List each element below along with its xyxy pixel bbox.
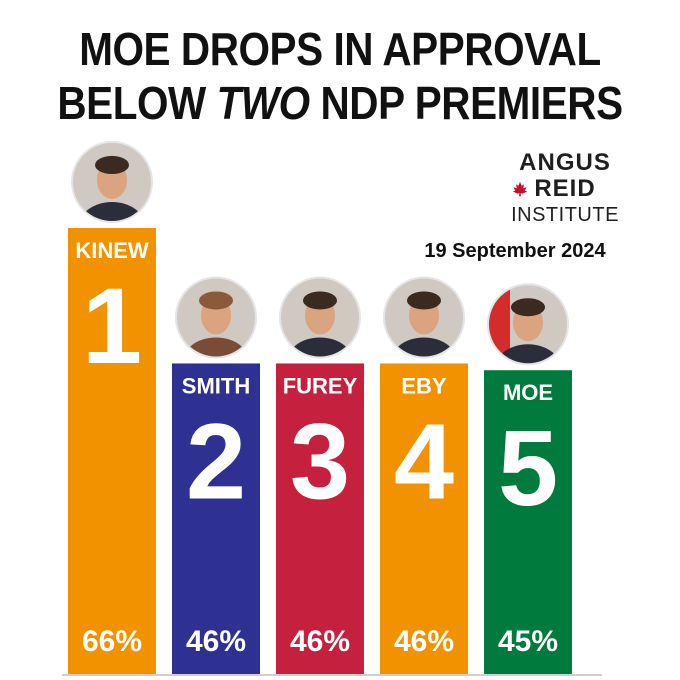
- bar: [276, 363, 364, 675]
- eby-portrait: [384, 277, 464, 358]
- bar-name-label: KINEW: [75, 238, 149, 263]
- bar-value-label: 66%: [82, 625, 142, 658]
- portrait-ring: [71, 141, 153, 223]
- logo-reid-row: REID: [500, 176, 630, 202]
- bar: [172, 363, 260, 675]
- chart-baseline: [62, 674, 602, 676]
- portrait-ring: [279, 276, 361, 359]
- portrait-shoulders: [494, 344, 562, 365]
- portrait-shoulders: [286, 337, 354, 358]
- portrait-hair: [199, 291, 233, 310]
- portrait-hair: [303, 291, 337, 310]
- portrait-ring: [487, 283, 569, 366]
- logo-institute: INSTITUTE: [511, 204, 619, 226]
- bar-name-label: MOE: [503, 380, 553, 405]
- portrait-hair: [95, 156, 129, 174]
- title-line-1: MOE DROPS IN APPROVAL: [79, 23, 601, 75]
- title-line-2-prefix: BELOW: [57, 77, 217, 129]
- portrait-ring: [383, 276, 465, 359]
- bar-name-label: FUREY: [283, 373, 358, 398]
- bar: [68, 228, 156, 675]
- logo-angus: ANGUS: [519, 149, 611, 176]
- logo-reid: REID: [534, 175, 596, 202]
- portrait-ring: [175, 276, 257, 359]
- bar-value-label: 46%: [290, 625, 350, 658]
- smith-portrait: [176, 277, 256, 358]
- moe-portrait: [488, 284, 568, 365]
- portrait-hair: [407, 291, 441, 310]
- title-line-2-suffix: NDP PREMIERS: [309, 77, 624, 129]
- bar-rank-label: 2: [186, 400, 246, 521]
- bar-value-label: 46%: [394, 625, 454, 658]
- portrait-shoulders: [78, 202, 146, 222]
- title-line-2: BELOW TWO NDP PREMIERS: [41, 76, 639, 130]
- bar-name-label: SMITH: [182, 373, 250, 398]
- bar-name-label: EBY: [401, 373, 447, 398]
- furey-portrait: [280, 277, 360, 358]
- bar-rank-label: 1: [82, 265, 142, 386]
- bar-rank-label: 5: [498, 407, 558, 528]
- bar-rank-label: 3: [290, 400, 350, 521]
- kinew-portrait: [72, 142, 152, 222]
- portrait-shoulders: [390, 337, 458, 358]
- bar: [484, 370, 572, 675]
- maple-leaf-icon: [512, 181, 528, 197]
- portrait-shoulders: [182, 337, 250, 358]
- publication-date: 19 September 2024: [424, 240, 606, 262]
- angus-reid-logo: ANGUS REID INSTITUTE: [500, 150, 630, 228]
- bar-value-label: 46%: [186, 625, 246, 658]
- bar: [380, 363, 468, 675]
- chart-title: MOE DROPS IN APPROVAL BELOW TWO NDP PREM…: [41, 22, 639, 130]
- portrait-hair: [511, 298, 545, 317]
- bar-value-label: 45%: [498, 625, 558, 658]
- bar-rank-label: 4: [394, 400, 454, 521]
- title-line-2-emphasis: TWO: [216, 77, 311, 129]
